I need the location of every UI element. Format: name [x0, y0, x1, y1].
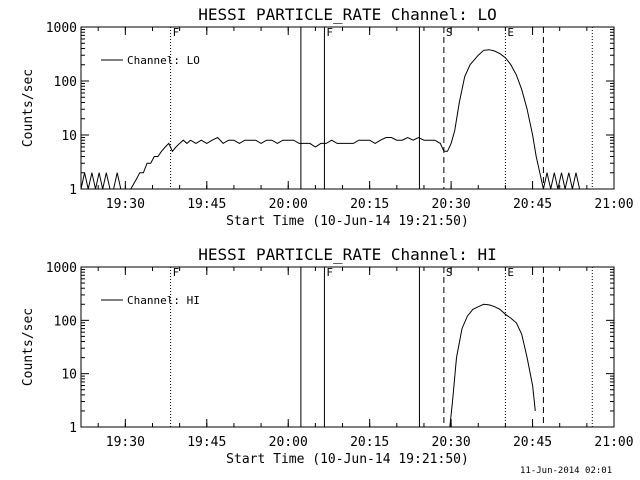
y-axis-label: Counts/sec: [21, 308, 36, 386]
plot-frame: [80, 266, 615, 428]
x-axis-label: Start Time (10-Jun-14 19:21:50): [226, 452, 469, 467]
event-marker-label: E: [507, 26, 514, 39]
legend-label: Channel: LO: [127, 54, 200, 67]
y-tick-label: 10: [61, 368, 77, 383]
y-axis-label: Counts/sec: [21, 69, 36, 147]
x-tick-label: 20:00: [269, 197, 308, 212]
y-tick-label: 1: [69, 421, 77, 436]
event-marker-label: S: [446, 26, 453, 39]
x-tick-label: 20:00: [269, 435, 308, 450]
x-tick-label: 19:45: [187, 435, 226, 450]
x-tick-label: 21:00: [594, 197, 633, 212]
x-tick-label: 20:45: [513, 197, 552, 212]
data-series-line: [449, 303, 536, 428]
y-tick-label: 1: [69, 183, 77, 198]
chart-title: HESSI PARTICLE_RATE Channel: LO: [198, 5, 497, 24]
event-marker-label: F: [173, 26, 180, 39]
timestamp-stamp: 11-Jun-2014 02:01: [520, 466, 613, 476]
plot-frame: [80, 26, 615, 190]
legend-label: Channel: HI: [127, 294, 200, 307]
y-tick-label: 100: [54, 75, 77, 90]
event-marker-label: F: [173, 266, 180, 279]
event-marker-label: F: [326, 26, 333, 39]
event-marker-label: E: [507, 266, 514, 279]
x-tick-label: 19:45: [187, 197, 226, 212]
x-tick-label: 19:30: [106, 435, 145, 450]
event-marker-label: S: [446, 266, 453, 279]
x-tick-label: 20:30: [432, 197, 471, 212]
y-tick-label: 1000: [46, 261, 77, 276]
data-series-line: [80, 49, 582, 190]
y-tick-label: 10: [61, 129, 77, 144]
event-marker-label: F: [326, 266, 333, 279]
x-tick-label: 21:00: [594, 435, 633, 450]
x-tick-label: 19:30: [106, 197, 145, 212]
chart-title: HESSI PARTICLE_RATE Channel: HI: [198, 245, 497, 264]
x-tick-label: 20:30: [432, 435, 471, 450]
x-tick-label: 20:15: [350, 435, 389, 450]
x-tick-label: 20:45: [513, 435, 552, 450]
x-axis-label: Start Time (10-Jun-14 19:21:50): [226, 214, 469, 229]
y-tick-label: 1000: [46, 21, 77, 36]
x-tick-label: 20:15: [350, 197, 389, 212]
y-tick-label: 100: [54, 314, 77, 329]
